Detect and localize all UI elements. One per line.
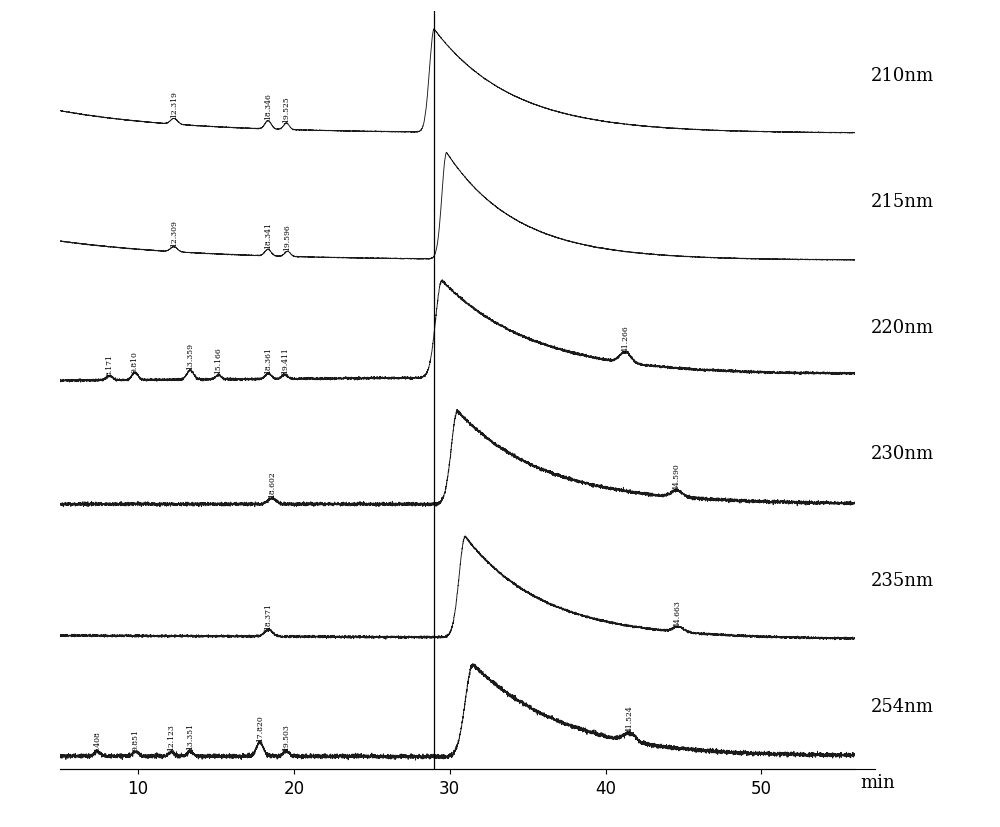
Text: 19.525: 19.525 xyxy=(282,96,290,123)
Text: 13.351: 13.351 xyxy=(186,722,194,749)
Text: 44.590: 44.590 xyxy=(673,462,681,490)
Text: 18.346: 18.346 xyxy=(264,93,272,120)
Text: 12.123: 12.123 xyxy=(167,724,175,750)
Text: 15.166: 15.166 xyxy=(214,347,222,374)
Text: 44.663: 44.663 xyxy=(674,599,682,626)
Text: 18.361: 18.361 xyxy=(264,347,272,374)
Text: 210nm: 210nm xyxy=(871,66,934,84)
Text: 9.810: 9.810 xyxy=(131,351,139,372)
Text: 41.266: 41.266 xyxy=(621,325,629,352)
Text: 19.503: 19.503 xyxy=(282,724,290,750)
Text: min: min xyxy=(860,773,895,791)
Text: 41.524: 41.524 xyxy=(625,705,633,731)
Text: 8.171: 8.171 xyxy=(105,354,113,375)
Text: 220nm: 220nm xyxy=(871,318,934,337)
Text: 19.596: 19.596 xyxy=(284,224,292,251)
Text: 19.411: 19.411 xyxy=(281,347,289,374)
Text: 7.408: 7.408 xyxy=(94,730,102,752)
Text: 12.319: 12.319 xyxy=(170,91,178,118)
Text: 254nm: 254nm xyxy=(871,697,934,715)
Text: 12.309: 12.309 xyxy=(170,219,178,246)
Text: 18.371: 18.371 xyxy=(264,603,272,629)
Text: 13.359: 13.359 xyxy=(186,342,194,370)
Text: 230nm: 230nm xyxy=(871,445,934,463)
Text: 9.851: 9.851 xyxy=(132,728,140,750)
Text: 18.341: 18.341 xyxy=(264,222,272,249)
Text: 215nm: 215nm xyxy=(871,193,934,211)
Text: 235nm: 235nm xyxy=(871,571,934,589)
Text: 17.820: 17.820 xyxy=(256,715,264,741)
Text: 59.996: 59.996 xyxy=(913,728,921,754)
Text: 18.602: 18.602 xyxy=(268,471,276,497)
